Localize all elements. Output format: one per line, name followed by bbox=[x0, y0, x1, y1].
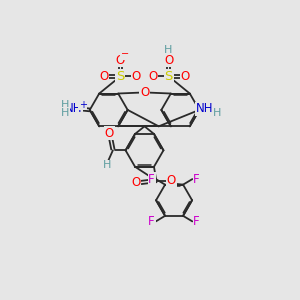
Text: O: O bbox=[105, 127, 114, 140]
Text: −: − bbox=[121, 50, 129, 59]
Text: O: O bbox=[140, 86, 149, 99]
Text: S: S bbox=[116, 70, 124, 83]
Text: O: O bbox=[100, 70, 109, 83]
Text: F: F bbox=[193, 215, 200, 228]
Text: S: S bbox=[165, 70, 173, 83]
Text: O: O bbox=[116, 54, 125, 67]
Text: H: H bbox=[213, 108, 221, 118]
Text: NH: NH bbox=[196, 102, 213, 115]
Text: O: O bbox=[132, 70, 141, 83]
Text: F: F bbox=[148, 215, 155, 228]
Text: O: O bbox=[148, 70, 157, 83]
Text: H: H bbox=[61, 100, 69, 110]
Text: NH: NH bbox=[65, 102, 83, 115]
Text: O: O bbox=[180, 70, 190, 83]
Text: O: O bbox=[167, 174, 176, 187]
Text: O: O bbox=[131, 176, 140, 189]
Text: H: H bbox=[164, 45, 172, 55]
Text: H: H bbox=[103, 160, 111, 170]
Text: F: F bbox=[193, 172, 200, 186]
Text: +: + bbox=[79, 100, 87, 110]
Text: O: O bbox=[164, 54, 173, 67]
Text: F: F bbox=[148, 172, 155, 186]
Text: H: H bbox=[61, 108, 69, 118]
